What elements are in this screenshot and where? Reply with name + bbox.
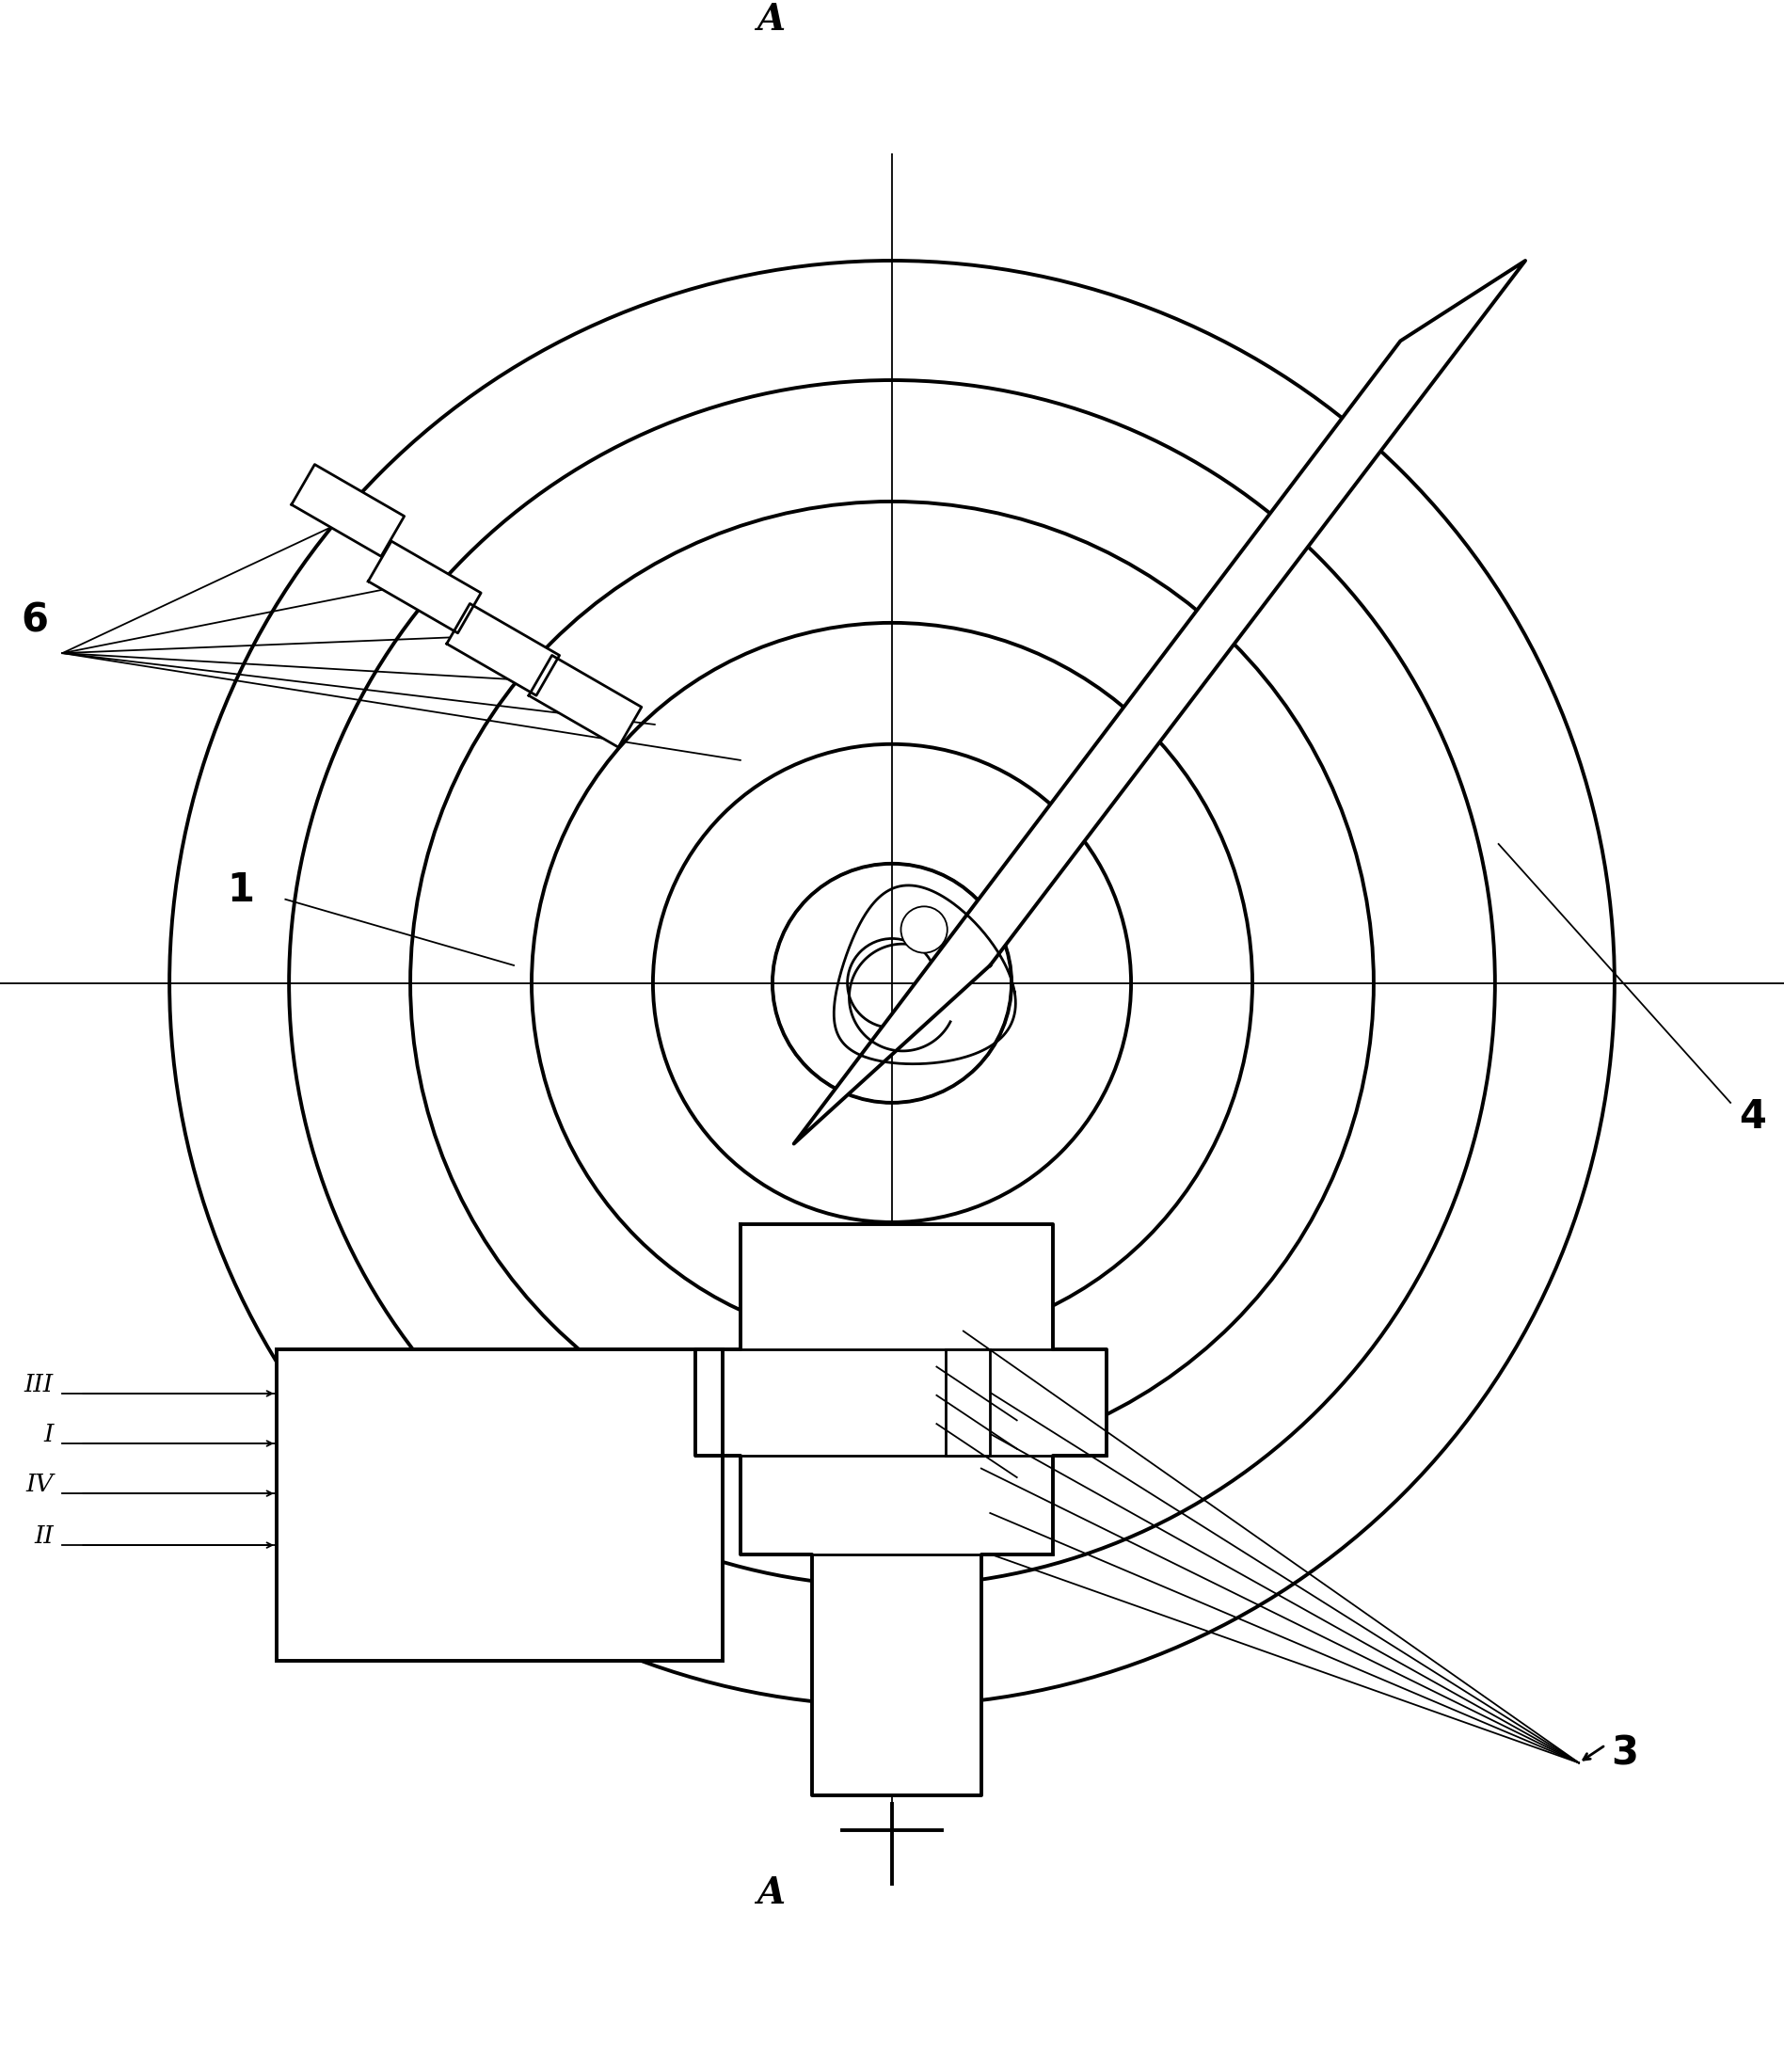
- Text: A: A: [756, 2, 785, 37]
- Bar: [946, 1349, 990, 1457]
- Text: 6: 6: [21, 601, 48, 640]
- Polygon shape: [291, 464, 405, 557]
- Text: 1: 1: [227, 870, 255, 910]
- Text: A: A: [756, 1875, 785, 1910]
- Polygon shape: [446, 603, 560, 696]
- Text: I: I: [45, 1423, 54, 1446]
- Text: II: II: [34, 1525, 54, 1548]
- Polygon shape: [794, 261, 1525, 1144]
- Bar: [277, 1349, 723, 1662]
- Polygon shape: [696, 1225, 1106, 1794]
- Polygon shape: [368, 541, 482, 634]
- Text: III: III: [25, 1374, 54, 1397]
- Text: 3: 3: [1611, 1734, 1638, 1774]
- Polygon shape: [528, 655, 642, 748]
- Circle shape: [901, 905, 947, 953]
- Text: IV: IV: [27, 1473, 54, 1496]
- Text: 4: 4: [1739, 1098, 1766, 1138]
